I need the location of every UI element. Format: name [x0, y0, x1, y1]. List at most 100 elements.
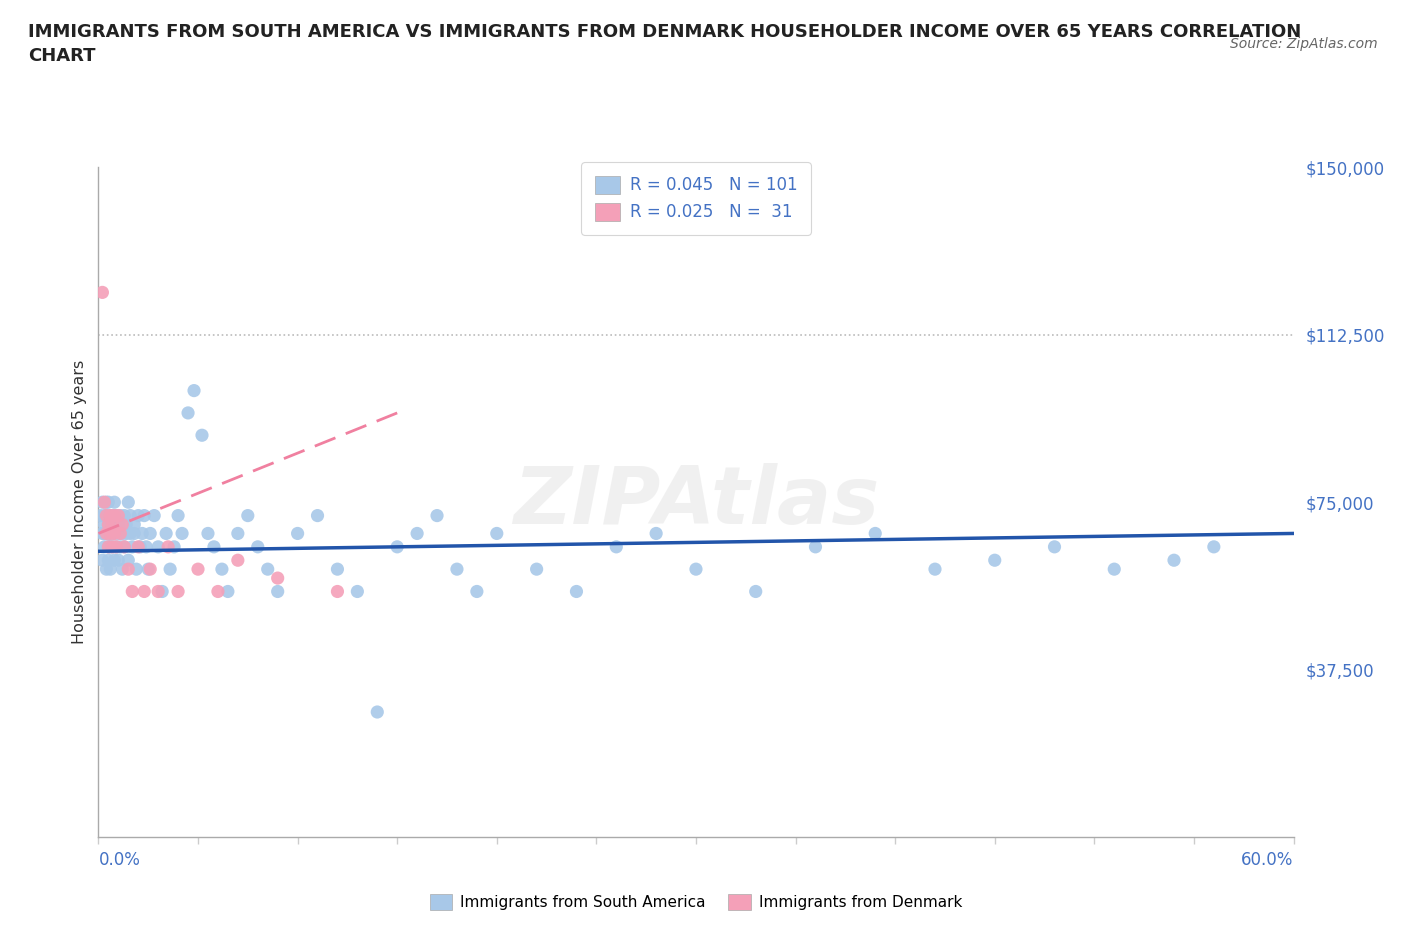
Point — [177, 405, 200, 420]
Point — [426, 508, 449, 523]
Point — [120, 526, 142, 541]
Point — [183, 383, 205, 398]
Point — [685, 562, 707, 577]
Point — [97, 539, 120, 554]
Point — [139, 526, 162, 541]
Legend: Immigrants from South America, Immigrants from Denmark: Immigrants from South America, Immigrant… — [423, 887, 969, 916]
Point — [121, 539, 143, 554]
Point — [110, 526, 132, 541]
Point — [804, 539, 827, 554]
Point — [105, 508, 128, 523]
Point — [246, 539, 269, 554]
Point — [148, 584, 170, 599]
Point — [93, 495, 115, 510]
Point — [98, 526, 122, 541]
Point — [107, 526, 129, 541]
Point — [211, 562, 233, 577]
Point — [191, 428, 214, 443]
Point — [287, 526, 309, 541]
Point — [267, 571, 290, 586]
Point — [112, 539, 135, 554]
Point — [93, 517, 115, 532]
Point — [346, 584, 368, 599]
Point — [96, 526, 118, 541]
Point — [129, 539, 152, 554]
Point — [115, 517, 138, 532]
Point — [256, 562, 278, 577]
Point — [150, 584, 173, 599]
Point — [97, 517, 120, 532]
Point — [446, 562, 468, 577]
Point — [526, 562, 548, 577]
Point — [127, 508, 149, 523]
Point — [98, 539, 122, 554]
Point — [148, 539, 170, 554]
Point — [93, 508, 115, 523]
Point — [91, 552, 114, 567]
Point — [983, 552, 1005, 567]
Point — [101, 517, 124, 532]
Point — [105, 539, 128, 554]
Point — [97, 552, 120, 567]
Point — [96, 495, 118, 510]
Point — [135, 539, 157, 554]
Point — [134, 508, 156, 523]
Point — [91, 285, 114, 299]
Point — [565, 584, 588, 599]
Text: 0.0%: 0.0% — [98, 851, 141, 869]
Point — [91, 526, 114, 541]
Point — [143, 508, 166, 523]
Point — [120, 508, 142, 523]
Point — [117, 495, 139, 510]
Point — [112, 508, 135, 523]
Point — [406, 526, 429, 541]
Point — [107, 508, 129, 523]
Point — [605, 539, 627, 554]
Point — [236, 508, 259, 523]
Point — [136, 562, 159, 577]
Point — [1163, 552, 1185, 567]
Point — [117, 552, 139, 567]
Point — [307, 508, 329, 523]
Point — [97, 526, 120, 541]
Point — [465, 584, 488, 599]
Y-axis label: Householder Income Over 65 years: Householder Income Over 65 years — [72, 360, 87, 644]
Point — [101, 539, 124, 554]
Point — [163, 539, 186, 554]
Point — [1043, 539, 1066, 554]
Point — [159, 562, 181, 577]
Point — [101, 517, 124, 532]
Point — [96, 508, 118, 523]
Point — [366, 705, 388, 720]
Point — [485, 526, 508, 541]
Point — [127, 539, 149, 554]
Point — [226, 526, 249, 541]
Text: Source: ZipAtlas.com: Source: ZipAtlas.com — [1230, 37, 1378, 51]
Point — [103, 526, 125, 541]
Point — [107, 552, 129, 567]
Point — [121, 584, 143, 599]
Point — [385, 539, 409, 554]
Text: ZIPAtlas: ZIPAtlas — [513, 463, 879, 541]
Point — [167, 584, 190, 599]
Point — [111, 526, 134, 541]
Point — [103, 508, 125, 523]
Point — [97, 539, 120, 554]
Point — [96, 526, 118, 541]
Point — [1102, 562, 1125, 577]
Point — [167, 508, 190, 523]
Point — [93, 539, 115, 554]
Point — [139, 562, 162, 577]
Point — [924, 562, 946, 577]
Point — [187, 562, 209, 577]
Point — [96, 508, 118, 523]
Point — [134, 584, 156, 599]
Point — [267, 584, 290, 599]
Point — [89, 508, 111, 523]
Point — [111, 517, 134, 532]
Point — [112, 539, 135, 554]
Point — [131, 526, 153, 541]
Point — [103, 495, 125, 510]
Point — [91, 495, 114, 510]
Text: IMMIGRANTS FROM SOUTH AMERICA VS IMMIGRANTS FROM DENMARK HOUSEHOLDER INCOME OVER: IMMIGRANTS FROM SOUTH AMERICA VS IMMIGRA… — [28, 23, 1302, 65]
